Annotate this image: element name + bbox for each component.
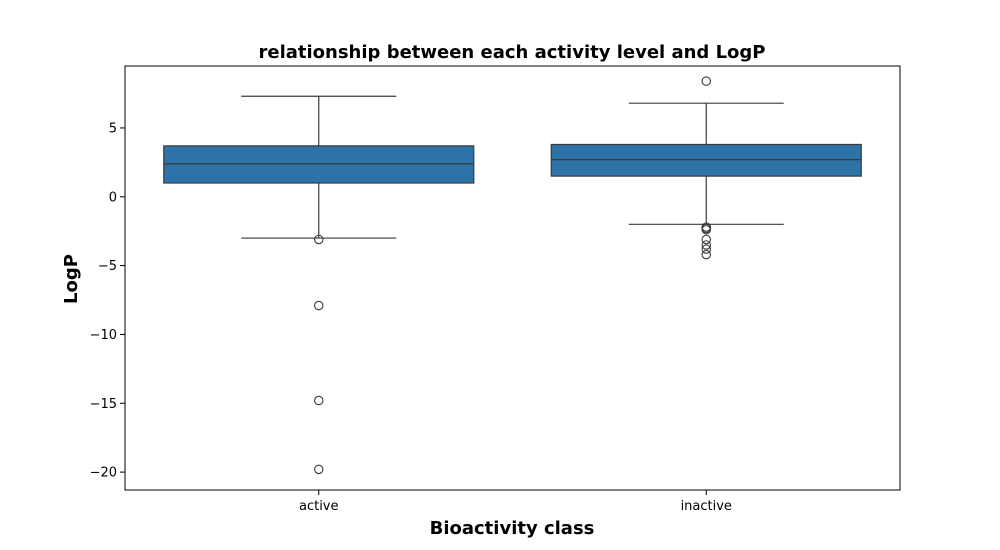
x-tick-label: active	[299, 499, 339, 514]
y-tick-label: 5	[109, 121, 117, 136]
outlier-point	[313, 300, 324, 311]
chart-title: relationship between each activity level…	[258, 42, 765, 63]
outlier-point	[701, 234, 711, 245]
x-axis-ticks: active inactive	[299, 490, 732, 514]
y-tick-label: −5	[98, 259, 117, 274]
outlier-point	[701, 76, 711, 86]
y-axis-label: LogP	[61, 254, 82, 304]
x-tick-label: inactive	[681, 499, 732, 514]
box-group-inactive	[550, 76, 862, 260]
outlier-point	[701, 240, 711, 250]
y-tick-label: 0	[109, 190, 117, 205]
y-axis-ticks: 5 0 −5 −10 −15 −20	[90, 121, 125, 481]
outlier-point	[701, 249, 711, 260]
box-group-active	[163, 95, 475, 475]
y-tick-label: −20	[90, 466, 117, 481]
plot-content	[163, 76, 862, 475]
outlier-point	[701, 225, 711, 235]
y-tick-label: −15	[90, 397, 117, 412]
box-iqr	[163, 145, 475, 184]
plot-frame	[124, 65, 901, 491]
outlier-point	[313, 234, 324, 245]
outlier-point	[313, 395, 324, 406]
y-tick-label: −10	[90, 328, 117, 343]
outlier-point	[313, 464, 324, 475]
outlier-point	[701, 244, 711, 254]
box-iqr	[550, 143, 862, 177]
x-axis-label: Bioactivity class	[430, 518, 595, 539]
